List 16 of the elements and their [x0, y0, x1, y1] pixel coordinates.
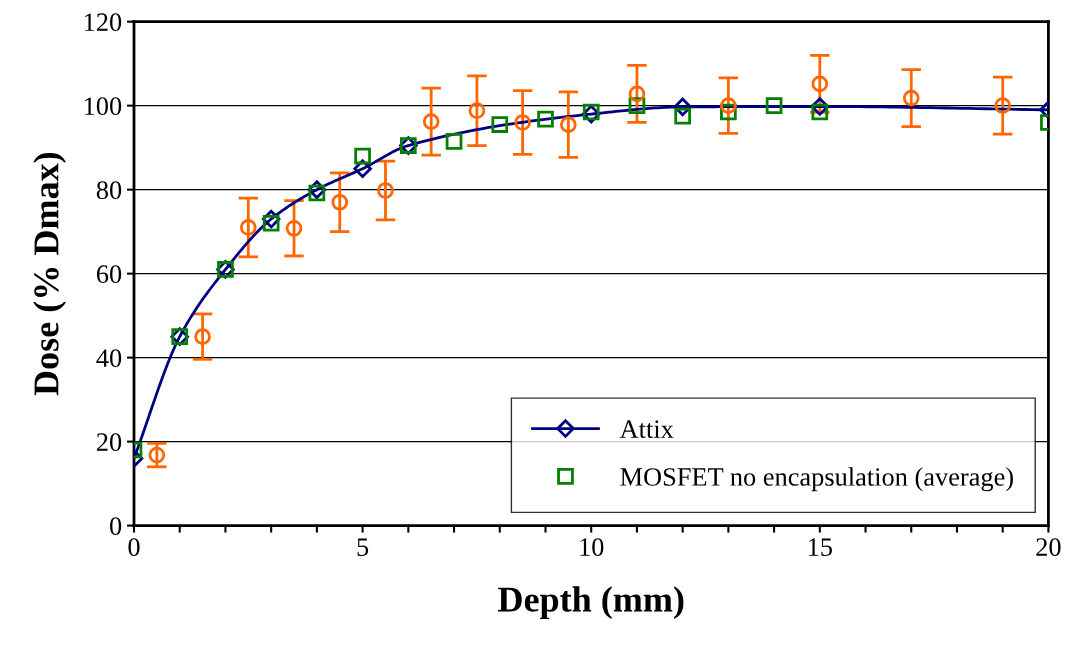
- legend-label: Attix: [619, 420, 674, 439]
- y-tick-label: 100: [84, 97, 122, 116]
- y-tick-label: 40: [96, 349, 122, 368]
- y-tick-label: 120: [84, 13, 122, 32]
- y-tick-label: 20: [96, 433, 122, 452]
- y-tick-label: 60: [96, 265, 122, 284]
- x-tick-label: 20: [1036, 538, 1061, 556]
- x-axis-title: Depth (mm): [498, 586, 684, 620]
- x-tick-label: 0: [128, 538, 140, 556]
- y-tick-label: 0: [110, 517, 122, 536]
- x-tick-label: 5: [357, 538, 369, 556]
- y-tick-label: 80: [96, 181, 122, 200]
- x-tick-label: 10: [580, 538, 604, 556]
- legend-label: MOSFET no encapsulation (average): [620, 467, 1013, 492]
- x-tick-label: 15: [808, 538, 832, 556]
- y-axis-title: Dose (% Dmax): [33, 152, 66, 396]
